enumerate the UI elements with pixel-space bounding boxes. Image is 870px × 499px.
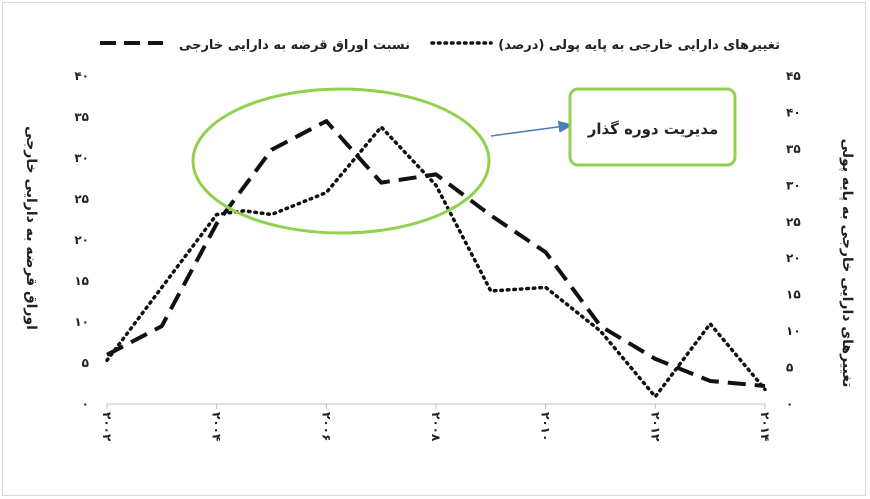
series-foreign-assets-change-line [105,125,767,399]
left-tick-label: ۲۰ [74,233,89,247]
x-tick-label: ۲۰۱۰ [539,412,553,441]
left-tick-label: ۳۵ [74,110,89,124]
left-tick-label: ۵ [82,356,89,370]
x-tick-label: ۲۰۱۲ [648,412,662,442]
right-tick-label: ۲۰ [786,251,801,265]
right-tick-label: ۰ [786,397,793,411]
left-axis-ticks: ۰ ۵ ۱۰ ۱۵ ۲۰ ۲۵ ۳۰ ۳۵ ۴۰ [74,69,89,411]
left-tick-label: ۲۵ [74,192,89,206]
x-tick-label: ۲۰۰۸ [429,412,443,442]
x-tick-label: ۲۰۱۴ [758,412,772,441]
left-tick-label: ۱۵ [74,274,89,288]
highlight-ellipse [191,87,491,235]
left-tick-label: ۴۰ [74,69,89,83]
left-tick-label: ۳۰ [74,151,89,165]
series-bonds-ratio-line [106,119,766,388]
callout-text: مدیریت دوره گذار [587,120,719,138]
right-tick-label: ۴۰ [786,105,801,119]
callout-box [568,87,737,167]
right-tick-label: ۱۰ [786,324,801,338]
right-tick-label: ۵ [786,361,793,375]
left-tick-label: ۱۰ [74,315,89,329]
legend: تغییرهای دارایی خارجی به پایه پولی (درصد… [100,38,780,53]
left-tick-label: ۰ [82,397,89,411]
right-tick-label: ۴۵ [786,69,801,83]
x-axis-ticks: ۲۰۰۲ ۲۰۰۴ ۲۰۰۶ ۲۰۰۸ ۲۰۱۰ ۲۰۱۲ ۲۰۱۴ [100,404,772,442]
right-tick-label: ۳۰ [786,178,801,192]
right-tick-label: ۱۵ [786,288,801,302]
x-tick-label: ۲۰۰۶ [319,412,333,441]
right-axis-ticks: ۰ ۵ ۱۰ ۱۵ ۲۰ ۲۵ ۳۰ ۳۵ ۴۰ ۴۵ [786,69,801,411]
right-tick-label: ۳۵ [786,142,801,156]
series-layer [105,119,767,399]
chart: تغییرهای دارایی خارجی به پایه پولی (درصد… [23,38,855,442]
callout-arrow [490,120,574,137]
legend-label-bonds-ratio: نسبت اوراق قرضه به دارایی خارجی [179,38,410,53]
right-axis-title: تغییرهای دارایی خارجی به پایه پولی [839,139,855,388]
legend-label-foreign-assets-change: تغییرهای دارایی خارجی به پایه پولی (درصد… [498,38,780,53]
x-tick-label: ۲۰۰۴ [210,412,224,441]
x-tick-label: ۲۰۰۲ [100,412,114,442]
left-axis-title: اوراق قرضه به دارایی خارجی [23,126,39,330]
right-tick-label: ۲۵ [786,215,801,229]
